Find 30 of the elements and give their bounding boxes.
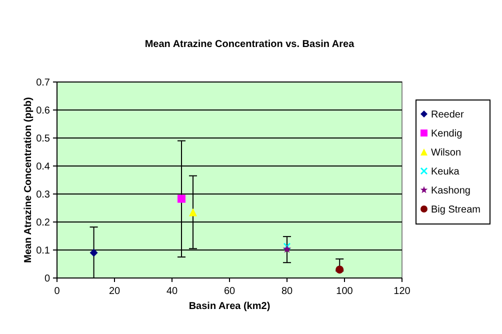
legend-label: Big Stream (431, 204, 480, 216)
point (336, 266, 344, 274)
legend-label: Kashong (431, 186, 470, 196)
point (283, 242, 291, 250)
y-tick-label: 0 (44, 274, 50, 284)
point (188, 208, 197, 216)
x-axis-title: Basin Area (km2) (188, 301, 270, 312)
chart-title: Mean Atrazine Concentration vs. Basin Area (144, 39, 355, 50)
x-tick-label: 0 (54, 286, 60, 297)
y-tick-label: 0.2 (36, 218, 50, 228)
legend-label: Kendig (431, 128, 462, 140)
x-tick-label: 60 (224, 286, 236, 297)
legend-label: Wilson (431, 148, 462, 158)
point (282, 244, 292, 253)
y-tick-label: 0.1 (36, 246, 50, 256)
point (177, 194, 186, 203)
x-tick-label: 80 (281, 286, 293, 297)
y-axis-title: Mean Atrazine Concentration (ppb) (23, 97, 34, 263)
x-tick-label: 120 (394, 286, 411, 297)
y-tick-label: 0.7 (36, 78, 50, 88)
point (90, 248, 98, 257)
y-tick-label: 0.5 (36, 134, 50, 144)
legend-label: Keuka (431, 166, 460, 178)
x-tick-label: 40 (166, 286, 178, 297)
y-tick-label: 0.3 (36, 190, 50, 200)
y-tick-label: 0.6 (36, 106, 50, 116)
x-tick-label: 100 (336, 286, 354, 297)
legend-label: Reeder (431, 110, 464, 120)
y-tick-label: 0.4 (36, 162, 50, 172)
x-tick-label: 20 (108, 286, 120, 297)
